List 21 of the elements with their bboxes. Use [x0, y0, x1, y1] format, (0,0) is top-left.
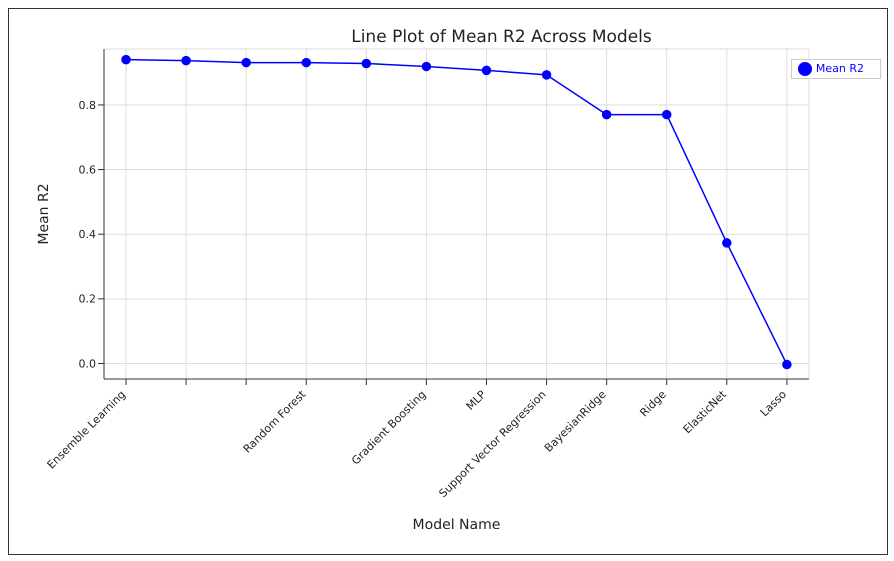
point [121, 54, 131, 64]
y-tick-label: 0.6 [78, 163, 96, 176]
point [241, 58, 251, 68]
y-tick-label: 0.8 [78, 98, 96, 112]
x-axis-title: Model Name [412, 517, 500, 533]
point [482, 66, 492, 76]
point [542, 70, 552, 80]
point [181, 56, 191, 66]
point [301, 58, 311, 68]
y-tick-label: 0.2 [78, 292, 96, 306]
point [362, 58, 372, 68]
y-axis-title: Mean R2 [36, 183, 52, 245]
legend-label: Mean R2 [816, 62, 864, 76]
y-tick-label: 0.4 [78, 228, 96, 242]
point [422, 62, 432, 72]
chart-title: Line Plot of Mean R2 Across Models [350, 27, 653, 47]
point [602, 110, 612, 120]
point [722, 238, 732, 248]
point [662, 110, 672, 120]
point [782, 360, 792, 370]
y-tick-label: 0.0 [78, 357, 96, 370]
